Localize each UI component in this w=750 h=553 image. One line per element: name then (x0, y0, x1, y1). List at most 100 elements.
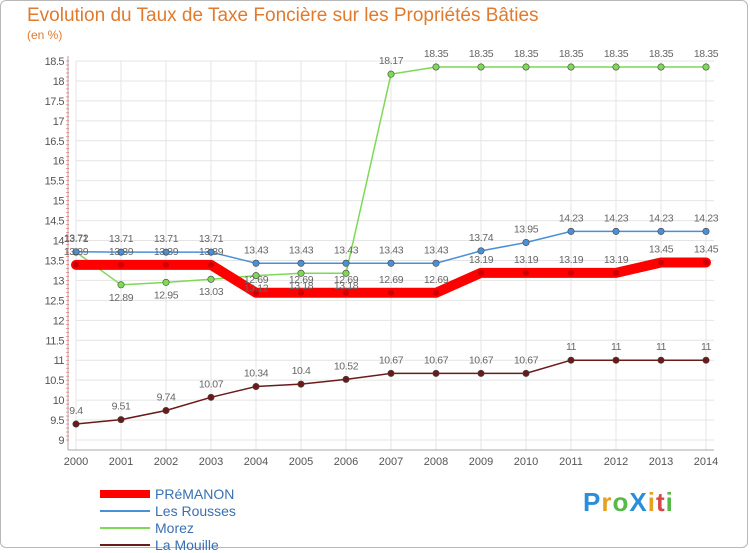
data-label-pr-manon-2000: 13.39 (64, 246, 89, 258)
logo-letter-o: o (612, 487, 630, 517)
x-tick-label-2014: 2014 (694, 456, 718, 468)
data-label-morez-2004: 13.12 (244, 283, 269, 295)
data-point-morez-2001 (117, 281, 125, 289)
x-tick-label-2004: 2004 (244, 456, 268, 468)
data-point-les-rousses-2003 (207, 248, 215, 256)
data-label-pr-manon-2010: 13.19 (514, 254, 539, 266)
data-point-la-mouille-2004 (252, 383, 260, 391)
data-label-morez-2000: 13.71 (64, 233, 89, 245)
data-label-morez-2003: 13.03 (199, 286, 224, 298)
data-point-les-rousses-2011 (567, 227, 575, 235)
data-label-la-mouille-2008: 10.67 (424, 354, 449, 366)
data-point-les-rousses-2004 (252, 259, 260, 267)
data-point-pr-manon-2013 (658, 259, 664, 266)
legend-label-premanon: PRéMANON (155, 485, 235, 502)
data-point-la-mouille-2013 (657, 356, 665, 364)
data-point-la-mouille-2008 (432, 369, 440, 377)
data-label-la-mouille-2014: 11 (701, 341, 712, 353)
y-tick-label-11: 11 (54, 355, 65, 367)
y-tick-label-11.5: 11.5 (45, 335, 64, 347)
data-point-morez-2002 (162, 278, 170, 286)
data-point-pr-manon-2004 (253, 289, 259, 296)
y-tick-label-16: 16 (53, 156, 65, 168)
data-label-pr-manon-2005: 12.69 (289, 274, 314, 286)
data-point-pr-manon-2007 (388, 289, 394, 296)
data-point-les-rousses-2010 (522, 239, 530, 247)
data-label-les-rousses-2003: 13.71 (199, 233, 224, 245)
data-label-les-rousses-2004: 13.43 (244, 244, 269, 256)
data-point-morez-2006 (342, 269, 350, 277)
data-label-pr-manon-2009: 13.19 (469, 254, 494, 266)
x-tick-label-2001: 2001 (109, 456, 133, 468)
x-tick-label-2002: 2002 (154, 456, 178, 468)
data-point-pr-manon-2012 (613, 269, 619, 276)
data-point-la-mouille-2006 (342, 375, 350, 383)
data-label-morez-2005: 13.18 (289, 280, 314, 292)
data-point-morez-2008 (432, 63, 440, 71)
y-tick-label-13: 13 (53, 275, 65, 287)
data-point-morez-2004 (252, 272, 260, 280)
data-label-pr-manon-2007: 12.69 (379, 274, 404, 286)
data-label-les-rousses-2005: 13.43 (289, 244, 314, 256)
data-label-les-rousses-2010: 13.95 (514, 224, 539, 236)
y-tick-label-10.5: 10.5 (45, 375, 65, 387)
data-point-pr-manon-2006 (343, 289, 349, 296)
data-point-la-mouille-2007 (387, 369, 395, 377)
data-point-les-rousses-2001 (117, 248, 125, 256)
data-point-les-rousses-2014 (702, 227, 710, 235)
logo-letter-r: r (601, 487, 613, 517)
data-point-pr-manon-2014 (703, 259, 709, 266)
data-label-la-mouille-2003: 10.07 (199, 378, 224, 390)
data-label-pr-manon-2008: 12.69 (424, 274, 449, 286)
data-label-pr-manon-2002: 13.39 (154, 246, 179, 258)
data-point-les-rousses-2007 (387, 259, 395, 267)
data-label-la-mouille-2000: 9.4 (69, 405, 83, 417)
y-tick-label-15.5: 15.5 (45, 176, 65, 188)
legend-item-premanon: PRéMANON (100, 485, 236, 502)
data-label-pr-manon-2003: 13.39 (199, 246, 224, 258)
y-tick-label-9: 9 (58, 435, 64, 447)
y-tick-label-14: 14 (53, 236, 65, 248)
data-point-les-rousses-2000 (72, 248, 80, 256)
y-tick-label-12.5: 12.5 (45, 295, 65, 307)
data-point-la-mouille-2003 (207, 393, 215, 401)
legend: PRéMANON Les Rousses Morez La Mouille (100, 485, 236, 553)
data-point-la-mouille-2009 (477, 369, 485, 377)
data-label-morez-2014: 18.35 (694, 48, 719, 60)
data-label-la-mouille-2006: 10.52 (334, 360, 359, 372)
x-tick-label-2003: 2003 (199, 456, 223, 468)
y-tick-label-18: 18 (53, 76, 65, 88)
x-tick-label-2010: 2010 (514, 456, 538, 468)
data-point-pr-manon-2010 (523, 269, 529, 276)
legend-item-les-rousses: Les Rousses (100, 502, 236, 519)
data-point-la-mouille-2011 (567, 356, 575, 364)
data-point-pr-manon-2009 (478, 269, 484, 276)
data-point-la-mouille-2012 (612, 356, 620, 364)
data-label-la-mouille-2001: 9.51 (112, 401, 131, 413)
data-point-les-rousses-2005 (297, 259, 305, 267)
data-label-morez-2010: 18.35 (514, 48, 539, 60)
data-point-les-rousses-2012 (612, 227, 620, 235)
data-point-morez-2003 (207, 275, 215, 283)
data-point-morez-2014 (702, 63, 710, 71)
data-label-pr-manon-2004: 12.69 (244, 274, 269, 286)
data-point-morez-2012 (612, 63, 620, 71)
data-point-morez-2011 (567, 63, 575, 71)
data-label-les-rousses-2014: 14.23 (694, 212, 719, 224)
y-tick-label-17: 17 (53, 116, 65, 128)
data-label-les-rousses-2008: 13.43 (424, 244, 449, 256)
legend-item-la-mouille: La Mouille (100, 536, 236, 553)
data-label-morez-2011: 18.35 (559, 48, 584, 60)
data-point-la-mouille-2001 (117, 416, 125, 424)
y-tick-label-10: 10 (53, 395, 65, 407)
data-label-la-mouille-2010: 10.67 (514, 354, 539, 366)
x-tick-label-2006: 2006 (334, 456, 358, 468)
data-label-pr-manon-2001: 13.39 (109, 246, 134, 258)
data-label-morez-2007: 18.17 (379, 55, 404, 67)
data-point-pr-manon-2000 (73, 261, 79, 268)
data-label-pr-manon-2006: 12.69 (334, 274, 359, 286)
data-point-les-rousses-2002 (162, 248, 170, 256)
data-label-la-mouille-2012: 11 (611, 341, 622, 353)
data-point-pr-manon-2003 (208, 261, 214, 268)
